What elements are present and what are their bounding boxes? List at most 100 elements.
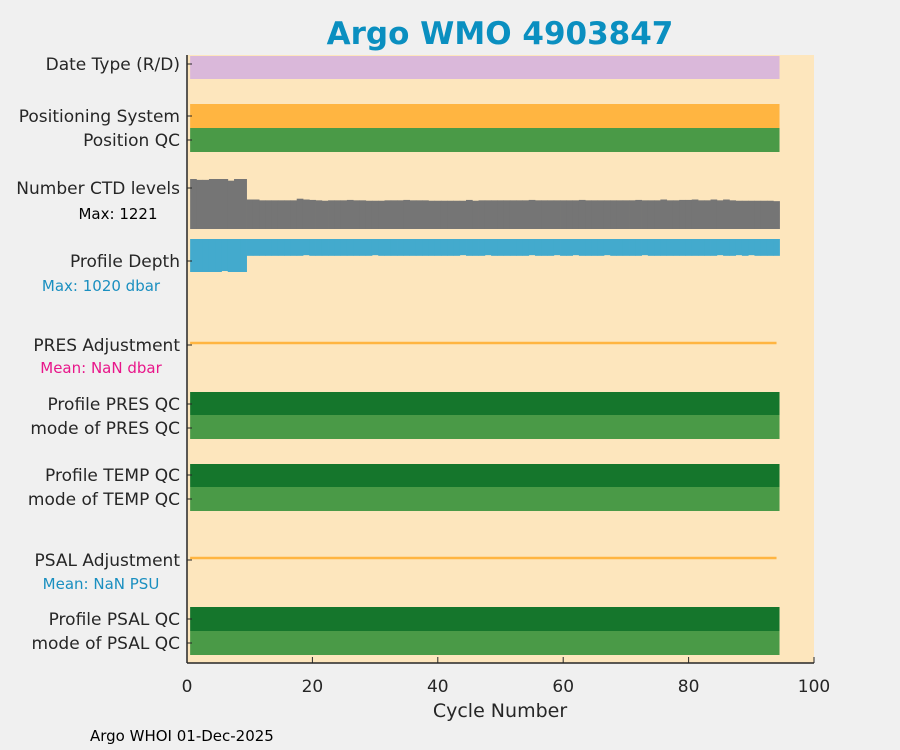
ctd-bar — [672, 200, 680, 229]
depth-bar — [491, 239, 498, 256]
x-tick-label: 60 — [552, 677, 574, 697]
depth-bar — [528, 239, 536, 256]
depth-bar — [190, 239, 197, 272]
chart-title: Argo WMO 4903847 — [327, 16, 674, 52]
depth-bar — [434, 239, 442, 256]
ctd-bar — [196, 179, 204, 229]
depth-bar — [315, 239, 323, 256]
ctd-bar — [202, 179, 210, 229]
depth-bar — [484, 239, 492, 256]
row-label-profile-temp-qc: Profile TEMP QC — [45, 466, 180, 486]
ctd-bar — [547, 200, 555, 229]
depth-bar — [478, 239, 486, 256]
depth-bar — [290, 239, 298, 256]
x-axis-label: Cycle Number — [433, 700, 567, 722]
ctd-bar — [359, 200, 367, 229]
depth-bar — [553, 239, 561, 256]
ctd-bar — [541, 200, 548, 229]
ctd-bar — [453, 200, 461, 229]
depth-bar — [259, 239, 266, 256]
ctd-bar — [635, 199, 642, 229]
row-label-date-type-r-d: Date Type (R/D) — [46, 55, 180, 75]
ctd-bar — [371, 200, 379, 229]
depth-bar — [466, 239, 473, 256]
depth-bar — [547, 239, 555, 256]
depth-bar — [672, 239, 680, 256]
depth-bar — [196, 239, 204, 272]
depth-bar — [378, 239, 385, 256]
ctd-bar — [321, 200, 329, 229]
depth-bar — [453, 239, 461, 256]
x-tick-label: 0 — [182, 677, 193, 697]
ctd-bar — [503, 200, 511, 229]
depth-bar — [635, 239, 642, 256]
ctd-bar — [766, 200, 774, 229]
ctd-bar — [578, 199, 586, 229]
band-mode-of-psal-qc — [190, 631, 780, 655]
ctd-bar — [616, 200, 624, 229]
x-tick-label: 40 — [427, 677, 449, 697]
depth-bar — [610, 239, 617, 256]
ctd-bar — [403, 199, 410, 229]
ctd-bar — [334, 200, 342, 229]
depth-bar — [654, 239, 661, 256]
row-label-profile-pres-qc: Profile PRES QC — [47, 395, 180, 415]
row-sublabel-number-ctd-levels: Max: 1221 — [78, 205, 157, 223]
depth-bar — [252, 239, 260, 256]
band-mode-of-pres-qc — [190, 415, 780, 439]
ctd-bar — [566, 200, 574, 229]
depth-bar — [647, 239, 655, 256]
depth-bar — [509, 239, 517, 256]
depth-bar — [578, 239, 586, 256]
depth-bar — [760, 239, 768, 256]
depth-bar — [773, 239, 780, 256]
ctd-bar — [365, 200, 373, 229]
depth-bar — [346, 239, 354, 256]
ctd-bar — [309, 199, 316, 229]
ctd-bar — [428, 200, 436, 229]
ctd-bar — [240, 179, 247, 229]
ctd-bar — [603, 200, 611, 229]
ctd-bar — [252, 199, 260, 229]
depth-bar — [741, 239, 749, 256]
depth-bar — [328, 239, 335, 256]
depth-bar — [698, 239, 705, 256]
ctd-bar — [440, 200, 448, 229]
depth-bar — [566, 239, 574, 256]
ctd-bar — [190, 179, 197, 229]
depth-bar — [766, 239, 774, 256]
ctd-bar — [397, 200, 404, 229]
depth-bar — [353, 239, 360, 256]
depth-bar — [365, 239, 373, 256]
band-profile-temp-qc — [190, 464, 780, 487]
ctd-bar — [472, 200, 479, 229]
ctd-bar — [277, 200, 285, 229]
row-label-profile-depth: Profile Depth — [70, 252, 180, 272]
ctd-bar — [572, 200, 580, 229]
ctd-bar — [735, 200, 743, 229]
row-label-mode-of-temp-qc: mode of TEMP QC — [28, 490, 180, 510]
ctd-bar — [246, 199, 254, 229]
depth-bar — [534, 239, 542, 256]
ctd-bar — [516, 200, 523, 229]
ctd-bar — [622, 200, 630, 229]
ctd-bar — [748, 200, 755, 229]
depth-bar — [641, 239, 649, 256]
depth-bar — [754, 239, 762, 256]
depth-bar — [265, 239, 273, 256]
depth-bar — [271, 239, 279, 256]
ctd-bar — [585, 200, 592, 229]
depth-bar — [371, 239, 379, 256]
ctd-bar — [591, 200, 599, 229]
ctd-bar — [340, 200, 348, 229]
band-profile-psal-qc — [190, 607, 780, 631]
ctd-bar — [729, 200, 737, 229]
depth-bar — [666, 239, 674, 256]
row-label-profile-psal-qc: Profile PSAL QC — [49, 610, 180, 630]
ctd-bar — [378, 200, 385, 229]
ctd-bar — [491, 200, 498, 229]
ctd-bar — [315, 200, 323, 229]
row-label-position-qc: Position QC — [83, 131, 180, 151]
depth-bar — [603, 239, 611, 256]
